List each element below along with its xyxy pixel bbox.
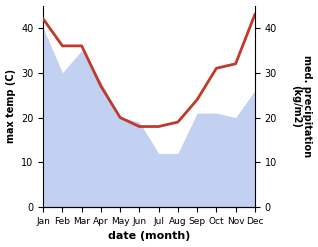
X-axis label: date (month): date (month) [108,231,190,242]
Y-axis label: max temp (C): max temp (C) [5,69,16,144]
Y-axis label: med. precipitation
(kg/m2): med. precipitation (kg/m2) [291,55,313,157]
